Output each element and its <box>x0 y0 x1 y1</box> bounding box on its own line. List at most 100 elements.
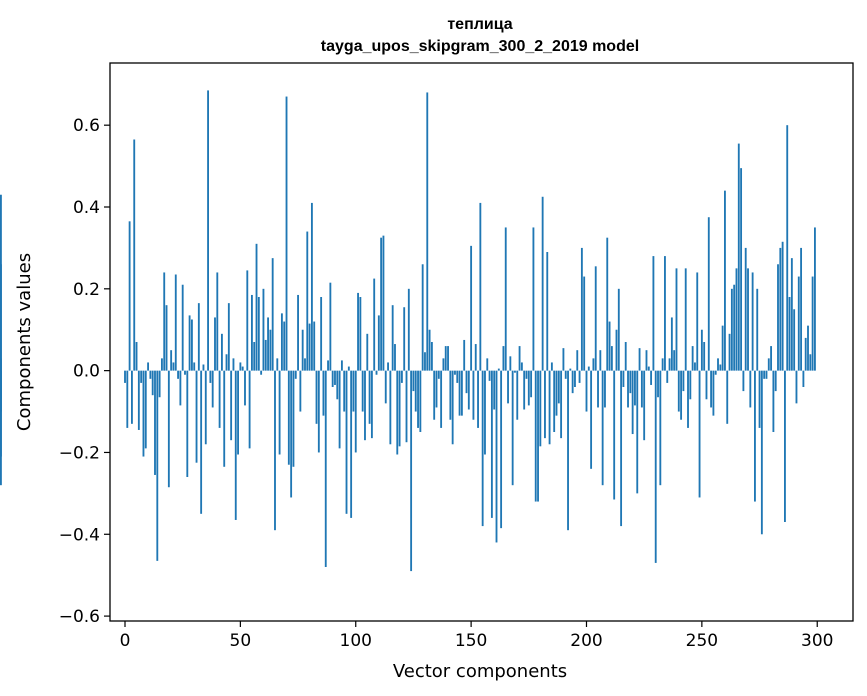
bar-140 <box>447 346 449 371</box>
bar-134 <box>433 370 436 420</box>
bar-262 <box>728 333 731 371</box>
bar-284 <box>779 247 782 371</box>
bar-108 <box>373 278 376 371</box>
bar-252 <box>705 370 708 400</box>
bar-178 <box>534 370 537 502</box>
y-tick-label: −0.4 <box>59 525 100 545</box>
bar-177 <box>532 227 535 371</box>
bar-214 <box>617 288 620 371</box>
bar-219 <box>629 370 632 394</box>
bar-153 <box>477 370 479 428</box>
bar-99 <box>352 370 355 412</box>
bar-39 <box>214 317 216 371</box>
bar-17 <box>163 272 166 371</box>
y-tick-label: −0.2 <box>59 443 100 463</box>
bar-229 <box>652 256 655 371</box>
bar-59 <box>260 370 263 375</box>
bar-297 <box>809 354 812 371</box>
bar-49 <box>237 370 239 455</box>
bar-74 <box>294 370 297 379</box>
bar-274 <box>756 288 759 371</box>
bar-86 <box>322 370 325 416</box>
bar-245 <box>689 370 692 400</box>
bar-149 <box>467 370 470 410</box>
bar-80 <box>308 323 311 371</box>
bar-23 <box>177 370 179 379</box>
bar-188 <box>557 370 560 404</box>
bar-5 <box>135 342 138 371</box>
bar-195 <box>574 370 576 387</box>
bar-130 <box>424 352 426 371</box>
bar-292 <box>797 276 800 371</box>
bar-26 <box>184 370 186 375</box>
x-tick-label: 0 <box>120 631 131 651</box>
y-tick-label: 0.0 <box>73 362 100 382</box>
bar-237 <box>670 317 673 371</box>
bar-240 <box>677 370 680 412</box>
bar-16 <box>160 358 163 371</box>
bar-18 <box>165 305 168 371</box>
bar-282 <box>774 370 777 392</box>
bar-60 <box>262 288 265 371</box>
bar-125 <box>412 370 415 392</box>
bar-163 <box>500 370 503 529</box>
bar-65 <box>274 370 276 531</box>
bar-44 <box>225 354 228 371</box>
bar-118 <box>396 370 399 455</box>
bar-273 <box>754 370 756 502</box>
bar-226 <box>645 350 648 371</box>
bar-179 <box>537 370 539 502</box>
bar-57 <box>255 243 258 371</box>
bar-89 <box>329 282 332 371</box>
bar-248 <box>696 272 699 371</box>
bar-287 <box>786 125 789 371</box>
bar-32 <box>197 303 200 371</box>
bar-265 <box>735 268 738 371</box>
bar-53 <box>246 270 249 371</box>
bar-253 <box>707 217 710 371</box>
bar-4 <box>133 139 136 371</box>
bar-241 <box>680 370 683 420</box>
bar-168 <box>511 370 514 486</box>
bar-239 <box>675 268 678 371</box>
bar-276 <box>760 370 763 535</box>
bar-31 <box>195 370 198 463</box>
bar-185 <box>550 362 553 371</box>
bar-296 <box>807 325 809 371</box>
bar-220 <box>631 370 634 435</box>
bar-190 <box>562 348 565 371</box>
bar-0 <box>124 370 126 383</box>
bar-158 <box>488 370 491 381</box>
bar-72 <box>290 370 293 498</box>
bar-150 <box>470 245 473 371</box>
bar-288 <box>788 297 791 371</box>
bar-104 <box>364 370 366 441</box>
y-tick-label: 0.2 <box>73 280 100 300</box>
bar-93 <box>338 370 341 449</box>
bar-132 <box>428 329 431 371</box>
bar-111 <box>380 237 383 371</box>
bar-105 <box>366 333 369 371</box>
bar-22 <box>174 274 177 371</box>
bar-142 <box>451 370 454 445</box>
bar-12 <box>151 370 154 396</box>
bar-68 <box>280 313 283 371</box>
bar-283 <box>777 264 779 371</box>
bar-173 <box>523 370 526 410</box>
bar-undefined <box>0 370 2 486</box>
bar-98 <box>350 370 353 518</box>
bar-171 <box>518 346 521 371</box>
bar-160 <box>493 370 496 410</box>
bar-210 <box>608 321 611 371</box>
bar-235 <box>666 370 669 383</box>
bar-28 <box>188 315 191 371</box>
bar-263 <box>730 288 733 371</box>
bar-66 <box>276 358 279 371</box>
bar-243 <box>684 268 687 371</box>
bar-165 <box>504 227 507 371</box>
bar-13 <box>154 370 156 475</box>
bar-236 <box>668 358 671 371</box>
bar-73 <box>292 370 295 467</box>
bar-138 <box>442 358 445 371</box>
